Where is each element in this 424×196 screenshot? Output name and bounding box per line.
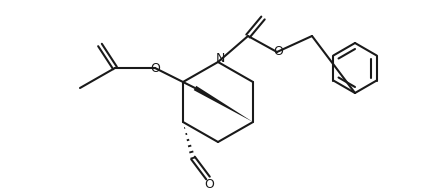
- Text: O: O: [204, 178, 214, 191]
- Text: O: O: [273, 44, 283, 57]
- Text: N: N: [215, 52, 225, 64]
- Polygon shape: [194, 86, 253, 122]
- Text: O: O: [150, 62, 160, 74]
